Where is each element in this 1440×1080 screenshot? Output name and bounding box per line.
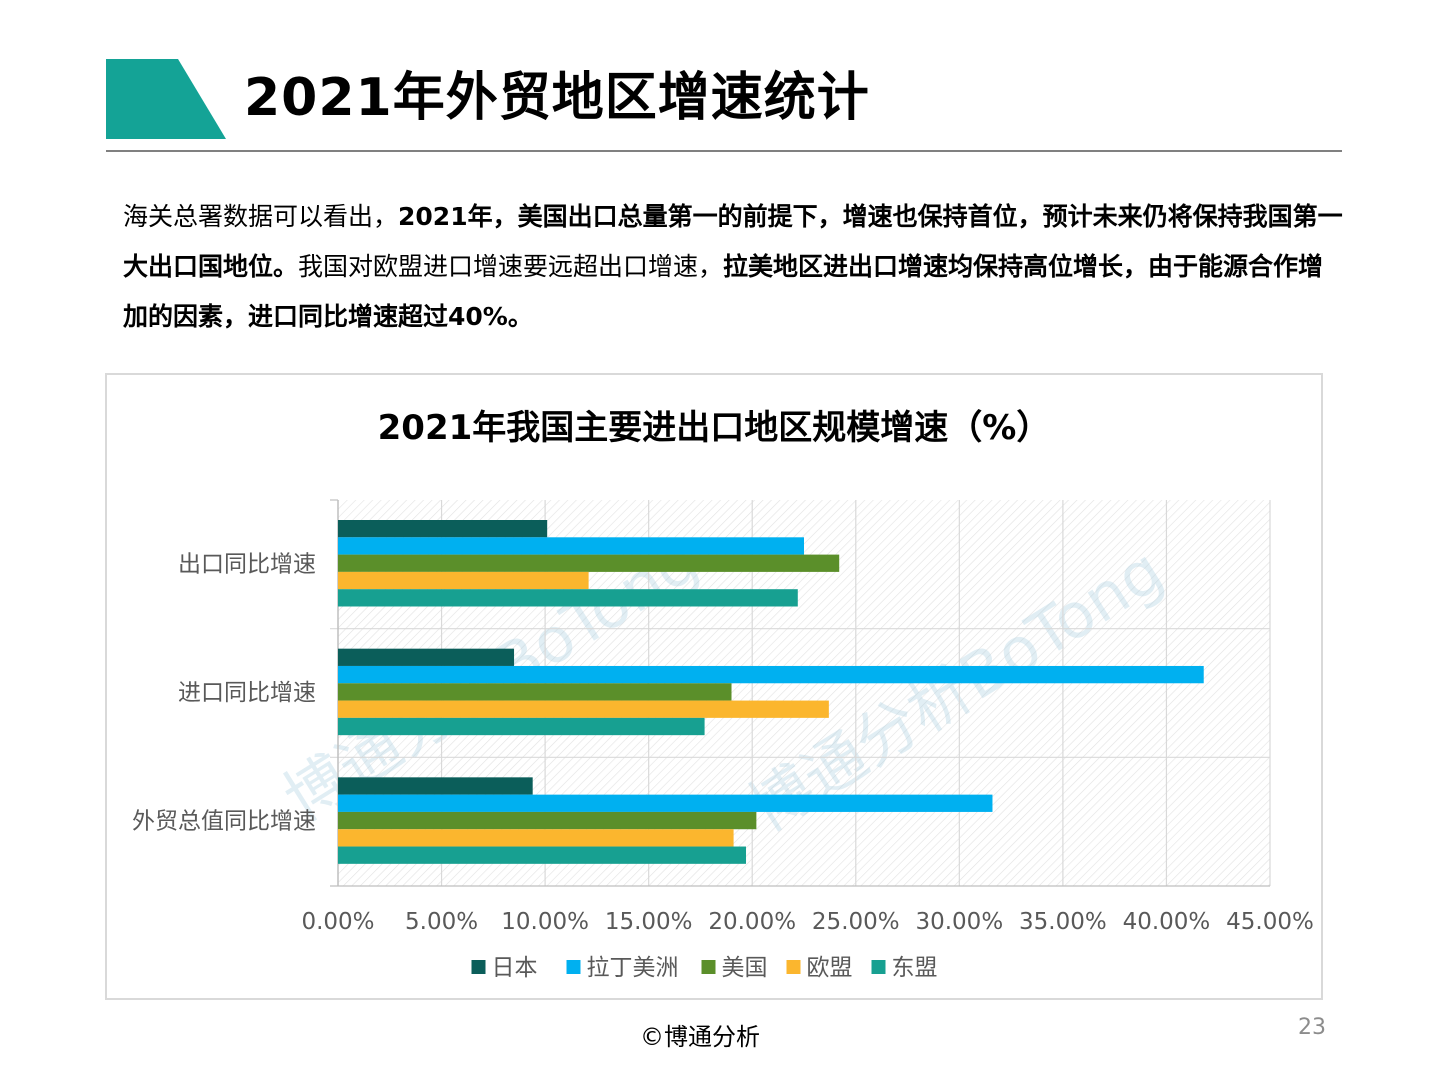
bar xyxy=(338,846,747,864)
legend-swatch xyxy=(786,960,801,974)
legend-label: 美国 xyxy=(722,955,768,981)
bar xyxy=(338,520,548,538)
intro-seg-2: 2021年，美国出口总量第一的前提下，增速也保持首位，预计未来仍将保持我国第一大… xyxy=(123,202,1343,281)
bar xyxy=(338,648,515,666)
category-label: 出口同比增速 xyxy=(178,551,316,577)
intro-seg-3: 我国对欧盟进口增速要远超出口增速， xyxy=(298,252,724,281)
x-tick-label: 40.00% xyxy=(1123,909,1211,935)
legend-swatch xyxy=(871,960,886,974)
bar xyxy=(338,717,705,736)
x-tick-label: 20.00% xyxy=(708,909,796,935)
bar xyxy=(338,829,734,847)
bar xyxy=(338,683,732,701)
legend-label: 东盟 xyxy=(892,955,938,981)
x-tick-label: 45.00% xyxy=(1226,909,1314,935)
intro-paragraph: 海关总署数据可以看出，2021年，美国出口总量第一的前提下，增速也保持首位，预计… xyxy=(123,192,1343,342)
x-tick-label: 25.00% xyxy=(812,909,900,935)
category-label: 外贸总值同比增速 xyxy=(132,809,316,835)
bar xyxy=(338,777,533,795)
x-tick-label: 10.00% xyxy=(501,909,589,935)
chart-container: 2021年我国主要进出口地区规模增速（%） 博通分析BoTong 博通分析BoT… xyxy=(105,373,1323,1000)
bar xyxy=(338,700,829,718)
x-tick-label: 0.00% xyxy=(301,909,374,935)
bar-chart: 2021年我国主要进出口地区规模增速（%） 博通分析BoTong 博通分析BoT… xyxy=(132,408,1314,981)
intro-seg-1: 海关总署数据可以看出， xyxy=(123,202,399,231)
page-number: 23 xyxy=(1298,1015,1326,1040)
bars xyxy=(338,520,1204,864)
title-accent-block xyxy=(106,59,226,139)
bar xyxy=(338,571,589,590)
bar xyxy=(338,665,1204,684)
page-title: 2021年外贸地区增速统计 xyxy=(244,68,870,128)
legend-swatch xyxy=(566,960,581,974)
legend: 日本 拉丁美洲 美国 欧盟 东盟 xyxy=(471,955,938,981)
title-divider xyxy=(106,150,1342,152)
footer-copyright: ©博通分析 xyxy=(640,1023,760,1051)
x-tick-label: 30.00% xyxy=(915,909,1003,935)
x-tick-labels: 0.00% 5.00% 10.00% 15.00% 20.00% 25.00% 30.00%… xyxy=(301,909,1313,935)
x-tick-label: 5.00% xyxy=(405,909,478,935)
legend-swatch xyxy=(471,960,486,974)
x-tick-label: 35.00% xyxy=(1019,909,1107,935)
legend-label: 日本 xyxy=(492,955,538,981)
x-tick-label: 15.00% xyxy=(605,909,693,935)
category-label: 进口同比增速 xyxy=(178,680,316,706)
legend-swatch xyxy=(701,960,716,974)
bar xyxy=(338,554,840,572)
legend-label: 欧盟 xyxy=(807,955,853,981)
chart-title: 2021年我国主要进出口地区规模增速（%） xyxy=(378,408,1051,448)
bar xyxy=(338,811,757,830)
legend-label: 拉丁美洲 xyxy=(587,955,679,981)
bar xyxy=(338,537,804,555)
intro-seg-4: 拉美地区进出口增速均保持高位增长，由于能源合作增加的因素，进口同比增速超过40%… xyxy=(123,252,1324,331)
bar xyxy=(338,589,798,607)
bar xyxy=(338,794,993,812)
